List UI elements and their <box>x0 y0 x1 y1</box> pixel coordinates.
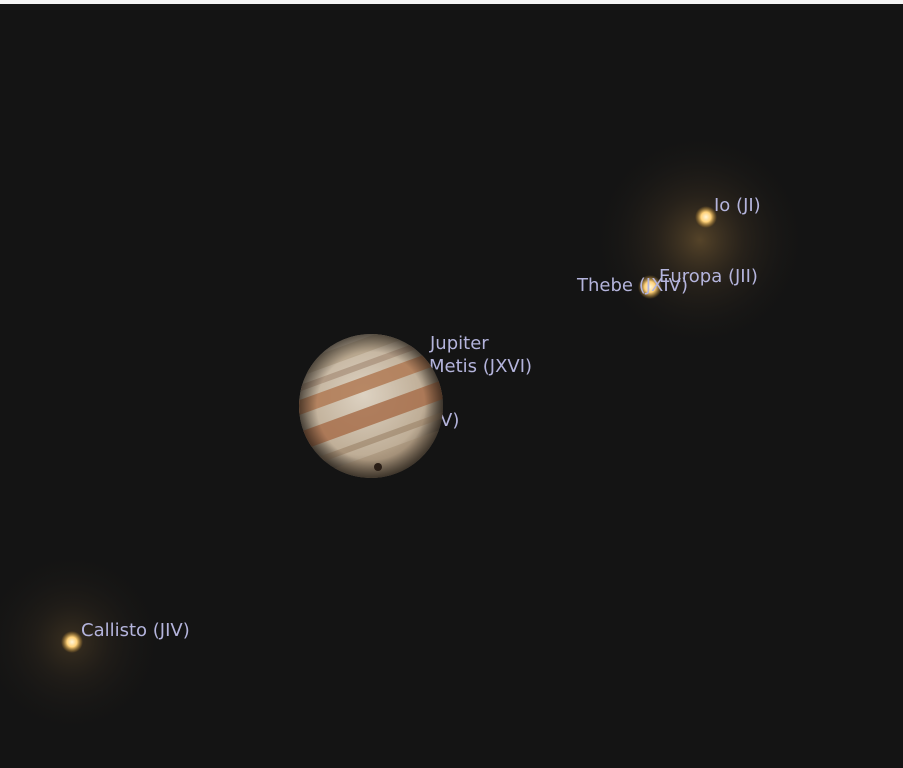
page: Metis (JXVI) V) Io (JI) Thebe (JXIV) Eur… <box>0 0 903 768</box>
moon-callisto <box>61 631 83 653</box>
top-edge <box>0 0 903 4</box>
label: Metis (JXVI) <box>429 356 532 377</box>
label: Callisto (JIV) <box>81 620 190 641</box>
label: Europa (JII) <box>659 266 758 287</box>
label: Jupiter <box>429 333 489 354</box>
label: Io (JI) <box>714 195 761 216</box>
sky-view: Metis (JXVI) V) Io (JI) Thebe (JXIV) Eur… <box>0 0 903 768</box>
glow <box>590 130 810 350</box>
label: V) <box>440 410 459 431</box>
